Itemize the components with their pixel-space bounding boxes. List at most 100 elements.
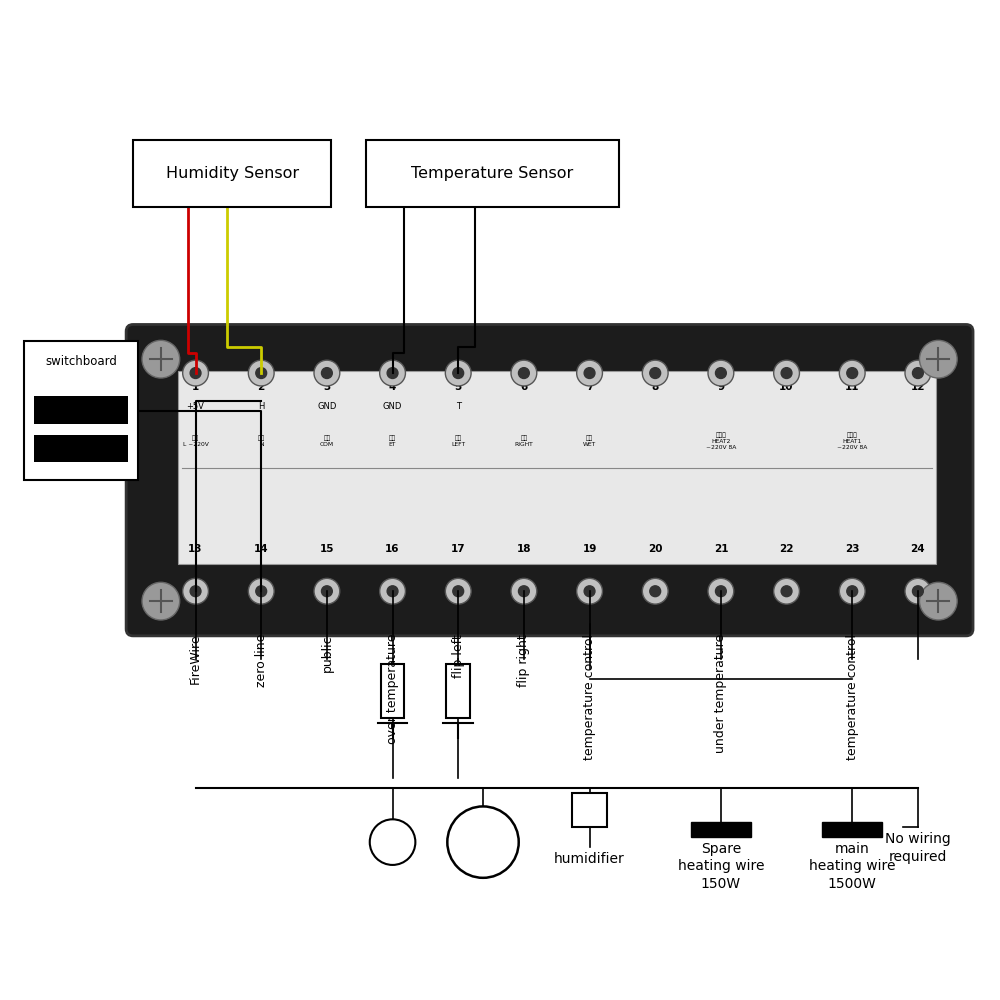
Circle shape — [715, 586, 726, 597]
Circle shape — [781, 368, 792, 378]
Bar — [572, 793, 607, 827]
Text: 16: 16 — [385, 544, 400, 554]
Bar — [34, 396, 128, 424]
Text: 17: 17 — [451, 544, 466, 554]
Text: flip left: flip left — [452, 634, 465, 678]
Text: 14: 14 — [254, 544, 269, 554]
Circle shape — [387, 368, 398, 378]
Text: 控湿
WET: 控湿 WET — [583, 436, 596, 447]
Circle shape — [584, 586, 595, 597]
Text: No wiring
required: No wiring required — [885, 832, 951, 864]
Text: zero line: zero line — [255, 634, 268, 687]
Circle shape — [453, 368, 464, 378]
Text: 6: 6 — [520, 382, 528, 392]
Circle shape — [142, 582, 180, 620]
Text: 21: 21 — [714, 544, 728, 554]
Circle shape — [511, 360, 537, 386]
Text: over temperature: over temperature — [386, 634, 399, 744]
Text: 15: 15 — [320, 544, 334, 554]
Bar — [822, 822, 882, 837]
Circle shape — [314, 360, 340, 386]
Circle shape — [321, 586, 332, 597]
Text: temperature control: temperature control — [846, 634, 859, 760]
Bar — [366, 140, 619, 207]
Text: 火线
L ~220V: 火线 L ~220V — [183, 436, 208, 447]
Circle shape — [847, 368, 858, 378]
Circle shape — [781, 586, 792, 597]
Text: 5: 5 — [455, 382, 462, 392]
Circle shape — [142, 340, 180, 378]
Circle shape — [839, 360, 865, 386]
Circle shape — [190, 586, 201, 597]
Circle shape — [715, 368, 726, 378]
Text: 22: 22 — [779, 544, 794, 554]
Text: Spare
heating wire
150W: Spare heating wire 150W — [678, 842, 764, 891]
Bar — [446, 664, 470, 718]
Text: temperature control: temperature control — [583, 634, 596, 760]
Circle shape — [642, 578, 668, 604]
Circle shape — [370, 819, 415, 865]
Text: 24: 24 — [911, 544, 925, 554]
Circle shape — [919, 582, 957, 620]
Text: 3: 3 — [323, 382, 331, 392]
Text: 20: 20 — [648, 544, 662, 554]
Circle shape — [912, 368, 923, 378]
Circle shape — [650, 586, 661, 597]
FancyBboxPatch shape — [126, 324, 973, 636]
Circle shape — [256, 586, 267, 597]
Bar — [178, 371, 936, 564]
Circle shape — [905, 578, 931, 604]
Text: 右翻
RIGHT: 右翻 RIGHT — [515, 436, 533, 447]
Text: 11: 11 — [845, 382, 859, 392]
Text: 超温
ET: 超温 ET — [389, 436, 396, 447]
Circle shape — [183, 578, 208, 604]
Text: 零线
N: 零线 N — [258, 436, 265, 447]
Bar — [381, 664, 404, 718]
Text: under temperature: under temperature — [714, 634, 727, 753]
Text: Temperature Sensor: Temperature Sensor — [411, 166, 574, 181]
Circle shape — [380, 578, 405, 604]
Circle shape — [518, 586, 529, 597]
Circle shape — [919, 340, 957, 378]
Text: 8: 8 — [652, 382, 659, 392]
Text: 12: 12 — [911, 382, 925, 392]
Circle shape — [314, 578, 340, 604]
Text: 左翻
LEFT: 左翻 LEFT — [451, 436, 465, 447]
Text: T: T — [456, 402, 461, 411]
Circle shape — [453, 586, 464, 597]
Text: main
heating wire
1500W: main heating wire 1500W — [809, 842, 895, 891]
Text: 公共
COM: 公共 COM — [320, 436, 334, 447]
Circle shape — [839, 578, 865, 604]
Circle shape — [584, 368, 595, 378]
Text: FireWire: FireWire — [189, 634, 202, 684]
Text: 23: 23 — [845, 544, 859, 554]
Text: 18: 18 — [517, 544, 531, 554]
Circle shape — [387, 586, 398, 597]
Circle shape — [183, 360, 208, 386]
Circle shape — [847, 586, 858, 597]
Circle shape — [912, 586, 923, 597]
Text: public: public — [320, 634, 333, 672]
Text: H: H — [258, 402, 264, 411]
Text: Humidity Sensor: Humidity Sensor — [166, 166, 299, 181]
Text: humidifier: humidifier — [554, 852, 625, 866]
Bar — [133, 140, 331, 207]
Circle shape — [248, 360, 274, 386]
Text: 10: 10 — [779, 382, 794, 392]
Circle shape — [445, 360, 471, 386]
Circle shape — [447, 806, 519, 878]
Circle shape — [380, 360, 405, 386]
Circle shape — [445, 578, 471, 604]
Text: 4: 4 — [389, 382, 396, 392]
Bar — [691, 822, 751, 837]
Text: 1: 1 — [192, 382, 199, 392]
Circle shape — [774, 360, 799, 386]
Text: 13: 13 — [188, 544, 203, 554]
Circle shape — [642, 360, 668, 386]
Text: switchboard: switchboard — [45, 355, 117, 368]
Text: 主加热
HEAT1
~220V 8A: 主加热 HEAT1 ~220V 8A — [837, 433, 867, 450]
Circle shape — [774, 578, 799, 604]
Circle shape — [708, 578, 734, 604]
Text: 9: 9 — [717, 382, 724, 392]
Circle shape — [248, 578, 274, 604]
